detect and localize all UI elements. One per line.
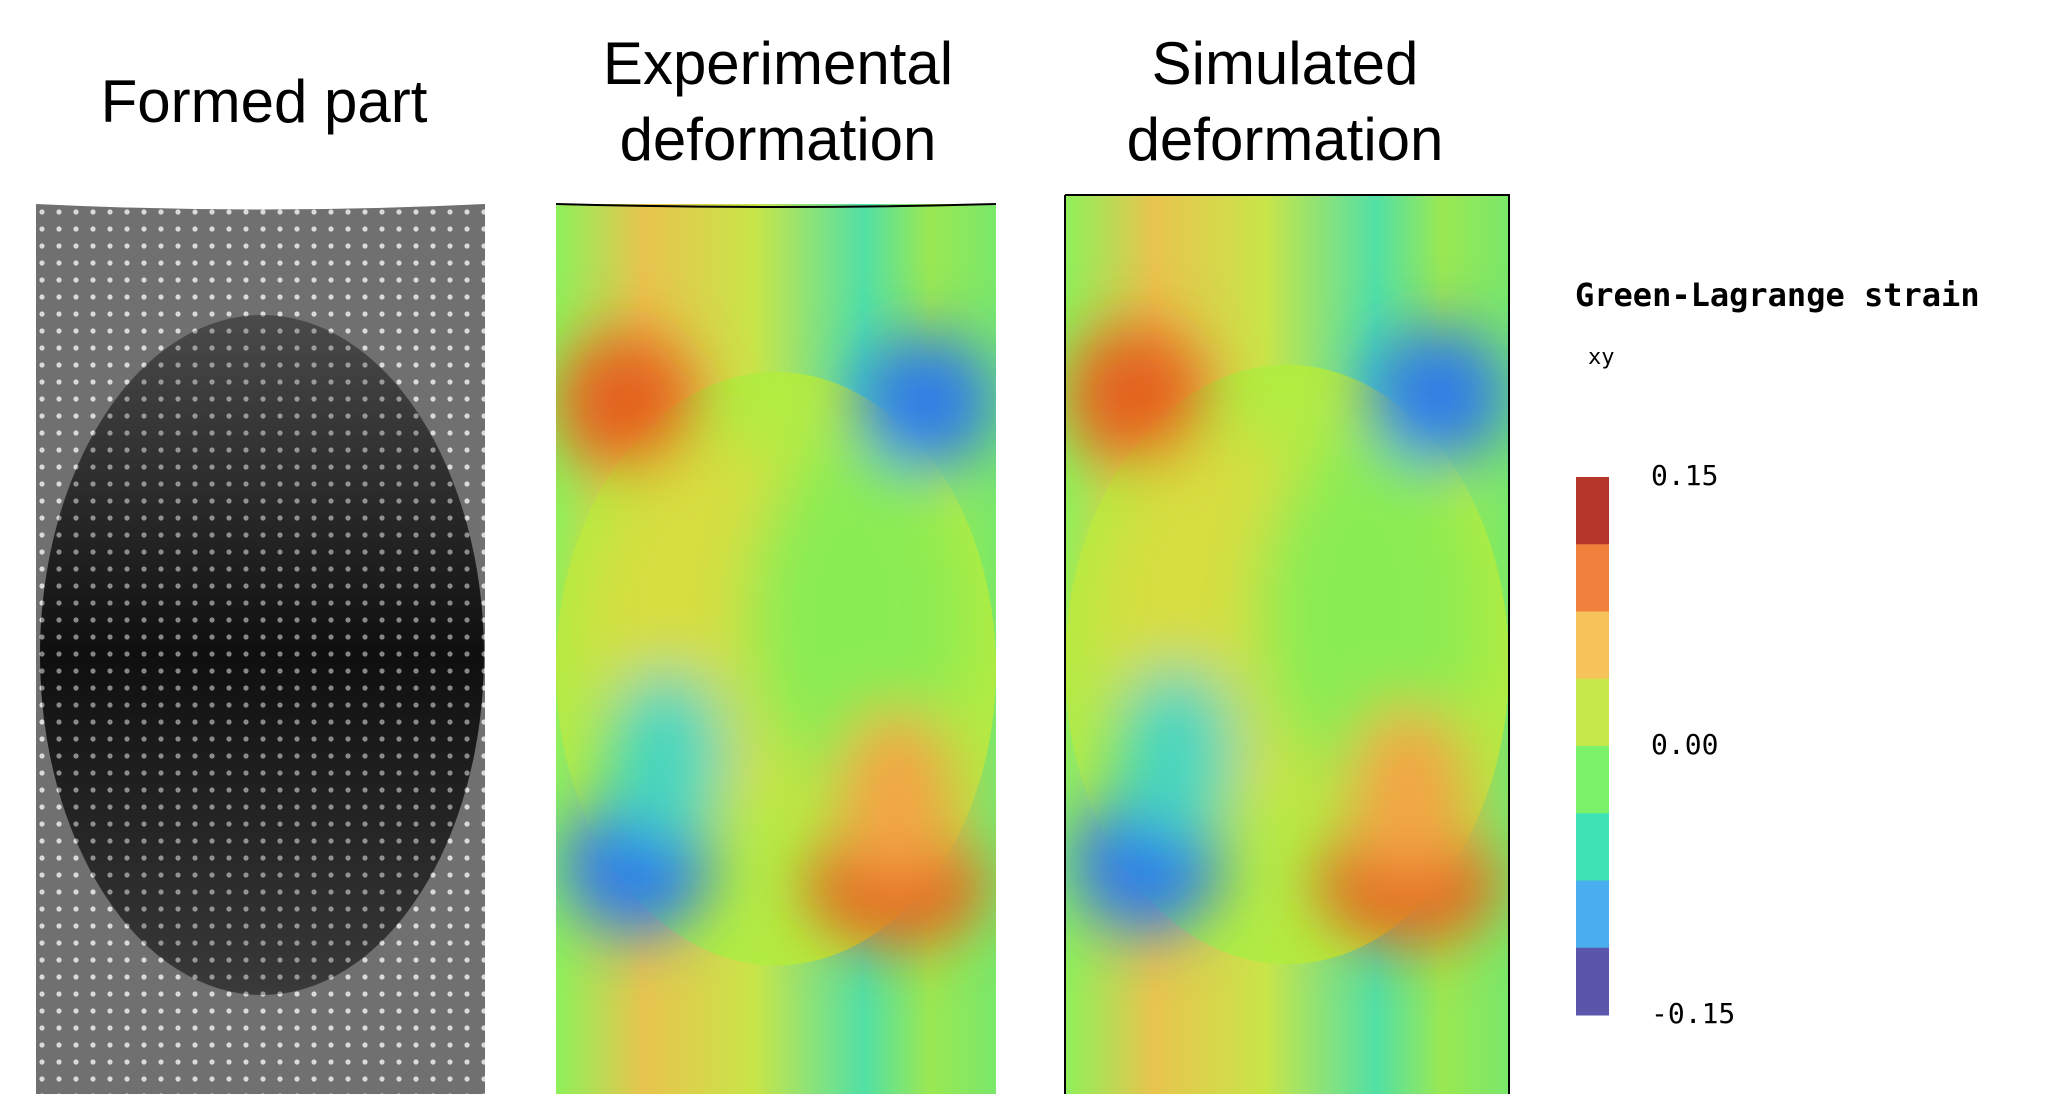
panel-titles: Formed part Experimental deformation Simula… — [101, 30, 1444, 173]
colorbar-band — [1576, 544, 1609, 612]
panel-title: Simulated — [1152, 30, 1419, 97]
experimental-field — [556, 204, 996, 1094]
colorbar-band — [1576, 612, 1609, 680]
simulated-field — [1065, 195, 1509, 1094]
colorbar-band — [1576, 746, 1609, 814]
panel-title: Formed part — [101, 68, 428, 135]
colorbar-title: Green-Lagrange strain — [1575, 276, 1980, 314]
colorbar: 0.15 0.00 -0.15 — [1576, 459, 1735, 1030]
colorbar-band — [1576, 477, 1609, 545]
figure: Formed part Experimental deformation Simula… — [0, 0, 2067, 1094]
colorbar-band — [1576, 881, 1609, 949]
colorbar-band — [1576, 948, 1609, 1016]
panel-title: deformation — [1127, 106, 1444, 173]
colorbar-tick-label: -0.15 — [1651, 997, 1735, 1030]
panel-title: deformation — [620, 106, 937, 173]
colorbar-component: xy — [1588, 345, 1615, 370]
colorbar-band — [1576, 813, 1609, 881]
colorbar-tick-label: 0.15 — [1651, 459, 1718, 492]
formed-part-image — [36, 204, 485, 1094]
colorbar-tick-label: 0.00 — [1651, 728, 1718, 761]
colorbar-band — [1576, 679, 1609, 747]
panel-title: Experimental — [603, 30, 953, 97]
